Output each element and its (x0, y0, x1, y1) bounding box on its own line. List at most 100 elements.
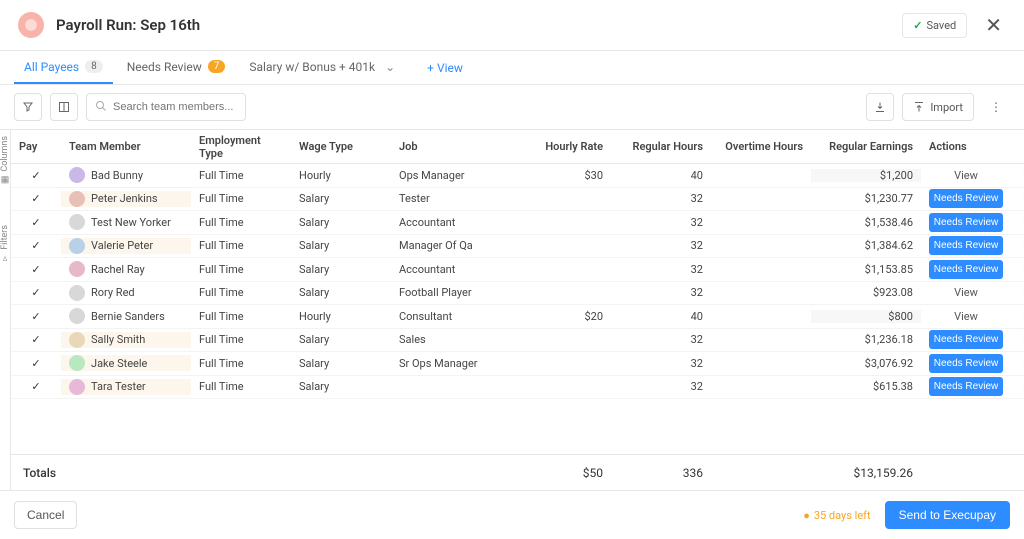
filter-icon: ▿ (0, 252, 10, 262)
col-rate[interactable]: Hourly Rate (521, 140, 611, 153)
member-cell: Tara Tester (61, 379, 191, 395)
avatar (69, 238, 85, 254)
needs-review-button[interactable]: Needs Review (929, 189, 1003, 208)
needs-review-button[interactable]: Needs Review (929, 213, 1003, 232)
send-button[interactable]: Send to Execupay (885, 501, 1010, 529)
row-more-icon[interactable]: ⋮ (1011, 310, 1024, 323)
table-row[interactable]: ✓Test New YorkerFull TimeSalaryAccountan… (11, 211, 1024, 235)
pay-check[interactable]: ✓ (11, 357, 61, 370)
pay-check[interactable]: ✓ (11, 192, 61, 205)
pay-check[interactable]: ✓ (11, 333, 61, 346)
table-row[interactable]: ✓Sally SmithFull TimeSalarySales32$1,236… (11, 329, 1024, 353)
cancel-button[interactable]: Cancel (14, 501, 77, 529)
row-more-icon[interactable]: ⋮ (1011, 239, 1024, 252)
col-member[interactable]: Team Member (61, 140, 191, 153)
job-cell: Sr Ops Manager (391, 357, 521, 370)
avatar (69, 167, 85, 183)
emp-type-cell: Full Time (191, 169, 291, 182)
table-row[interactable]: ✓Bad BunnyFull TimeHourlyOps Manager$304… (11, 164, 1024, 188)
col-wage[interactable]: Wage Type (291, 140, 391, 153)
wage-cell: Salary (291, 357, 391, 370)
footer-bar: Cancel ● 35 days left Send to Execupay (0, 490, 1024, 539)
action-cell: Needs Review (921, 260, 1011, 279)
earnings-cell: $3,076.92 (811, 357, 921, 370)
row-more-icon[interactable]: ⋮ (1011, 192, 1024, 205)
search-field[interactable] (113, 101, 237, 113)
side-filters-toggle[interactable]: ▿ Filters (0, 225, 10, 263)
hours-cell: 32 (611, 357, 711, 370)
col-reg-hours[interactable]: Regular Hours (611, 140, 711, 153)
download-icon[interactable] (866, 93, 894, 121)
action-cell: Needs Review (921, 236, 1011, 255)
table-row[interactable]: ✓Rachel RayFull TimeSalaryAccountant32$1… (11, 258, 1024, 282)
table-row[interactable]: ✓Bernie SandersFull TimeHourlyConsultant… (11, 305, 1024, 329)
view-button[interactable]: View (929, 169, 1003, 182)
tab-needs-review[interactable]: Needs Review 7 (117, 52, 236, 84)
needs-review-button[interactable]: Needs Review (929, 260, 1003, 279)
earnings-cell: $1,200 (811, 169, 921, 182)
row-more-icon[interactable]: ⋮ (1011, 357, 1024, 370)
table-row[interactable]: ✓Peter JenkinsFull TimeSalaryTester32$1,… (11, 188, 1024, 212)
filter-icon[interactable] (14, 93, 42, 121)
pay-check[interactable]: ✓ (11, 239, 61, 252)
row-more-icon[interactable]: ⋮ (1011, 263, 1024, 276)
job-cell: Football Player (391, 286, 521, 299)
hours-cell: 32 (611, 192, 711, 205)
toolbar: Import ⋮ (0, 85, 1024, 130)
more-icon[interactable]: ⋮ (982, 93, 1010, 121)
tab-salary-bonus-401k[interactable]: Salary w/ Bonus + 401k ⌄ (239, 52, 405, 84)
earnings-cell: $1,153.85 (811, 263, 921, 276)
pay-check[interactable]: ✓ (11, 169, 61, 182)
table-row[interactable]: ✓Jake SteeleFull TimeSalarySr Ops Manage… (11, 352, 1024, 376)
job-cell: Manager Of Qa (391, 239, 521, 252)
wage-cell: Salary (291, 333, 391, 346)
columns-icon[interactable] (50, 93, 78, 121)
pay-check[interactable]: ✓ (11, 380, 61, 393)
emp-type-cell: Full Time (191, 333, 291, 346)
add-view-button[interactable]: + View (427, 61, 463, 75)
col-emp-type[interactable]: Employment Type (191, 134, 291, 160)
job-cell: Tester (391, 192, 521, 205)
action-cell: View (921, 169, 1011, 182)
close-icon[interactable]: ✕ (981, 13, 1006, 37)
needs-review-button[interactable]: Needs Review (929, 354, 1003, 373)
hours-cell: 32 (611, 216, 711, 229)
totals-row: Totals $50 336 $13,159.26 (11, 454, 1024, 490)
days-left-badge: ● 35 days left (803, 509, 870, 522)
row-more-icon[interactable]: ⋮ (1011, 169, 1024, 182)
row-more-icon[interactable]: ⋮ (1011, 286, 1024, 299)
view-button[interactable]: View (929, 286, 1003, 299)
member-name: Sally Smith (91, 333, 145, 346)
pay-check[interactable]: ✓ (11, 310, 61, 323)
tabs-bar: All Payees 8 Needs Review 7 Salary w/ Bo… (0, 51, 1024, 85)
col-pay[interactable]: Pay (11, 140, 61, 153)
table-row[interactable]: ✓Tara TesterFull TimeSalary32$615.38Need… (11, 376, 1024, 400)
hours-cell: 32 (611, 286, 711, 299)
emp-type-cell: Full Time (191, 357, 291, 370)
col-job[interactable]: Job (391, 140, 521, 153)
needs-review-button[interactable]: Needs Review (929, 377, 1003, 396)
pay-check[interactable]: ✓ (11, 216, 61, 229)
import-button[interactable]: Import (902, 93, 974, 121)
row-more-icon[interactable]: ⋮ (1011, 380, 1024, 393)
member-name: Bernie Sanders (91, 310, 165, 323)
side-columns-toggle[interactable]: ▦ Columns (0, 136, 10, 185)
pay-check[interactable]: ✓ (11, 263, 61, 276)
row-more-icon[interactable]: ⋮ (1011, 216, 1024, 229)
needs-review-button[interactable]: Needs Review (929, 236, 1003, 255)
tab-all-payees[interactable]: All Payees 8 (14, 52, 113, 84)
check-icon: ✓ (913, 19, 922, 32)
table-row[interactable]: ✓Valerie PeterFull TimeSalaryManager Of … (11, 235, 1024, 259)
search-input[interactable] (86, 93, 246, 121)
col-earnings[interactable]: Regular Earnings (811, 140, 921, 153)
col-ot-hours[interactable]: Overtime Hours (711, 140, 811, 153)
action-cell: View (921, 310, 1011, 323)
table-row[interactable]: ✓Rory RedFull TimeSalaryFootball Player3… (11, 282, 1024, 306)
view-button[interactable]: View (929, 310, 1003, 323)
member-cell: Rory Red (61, 285, 191, 301)
needs-review-button[interactable]: Needs Review (929, 330, 1003, 349)
row-more-icon[interactable]: ⋮ (1011, 333, 1024, 346)
action-cell: Needs Review (921, 189, 1011, 208)
pay-check[interactable]: ✓ (11, 286, 61, 299)
action-cell: Needs Review (921, 213, 1011, 232)
